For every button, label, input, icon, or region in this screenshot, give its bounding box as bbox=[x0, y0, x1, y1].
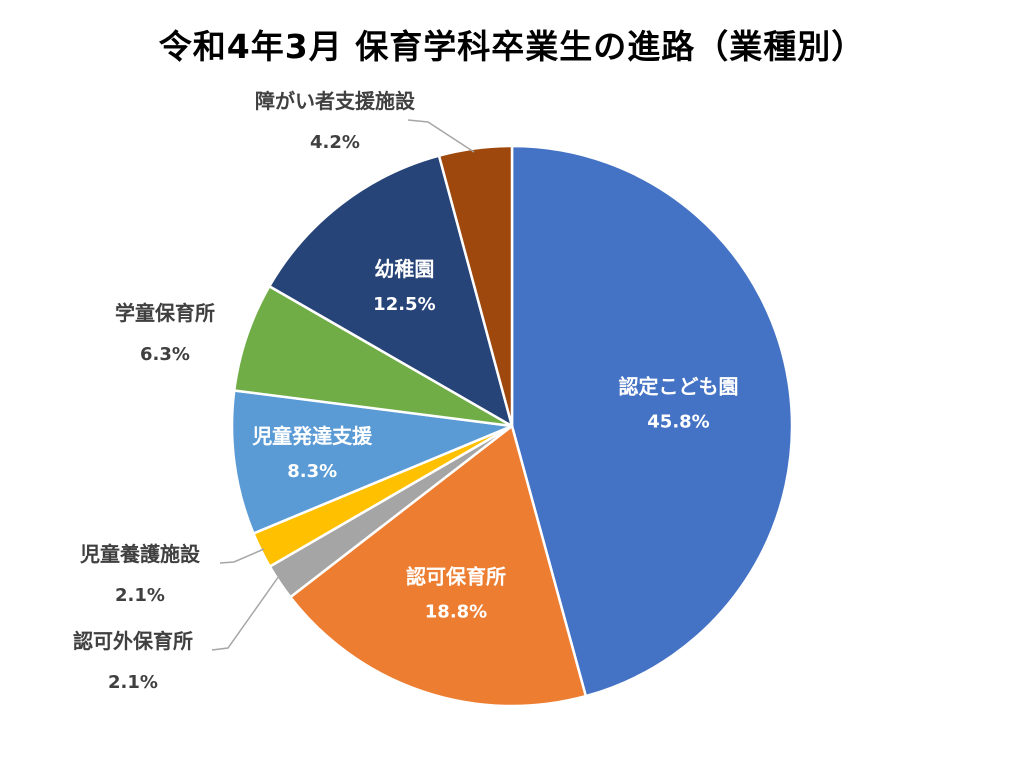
slice-2-value: 18.8% bbox=[425, 601, 487, 622]
slice-6-label: 学童保育所 bbox=[115, 301, 215, 325]
slice-5-label: 児童発達支援 bbox=[251, 424, 373, 448]
slice-8-label: 障がい者支援施設 bbox=[255, 89, 416, 113]
slice-3-leader-line bbox=[211, 575, 280, 651]
slice-3-label: 認可外保育所 bbox=[73, 629, 193, 653]
leader-lines-layer bbox=[211, 119, 475, 651]
slice-8-value: 4.2% bbox=[310, 132, 360, 153]
slice-1-value: 45.8% bbox=[647, 412, 709, 433]
slice-2-label: 認可保育所 bbox=[406, 564, 506, 588]
slice-5-value: 8.3% bbox=[287, 461, 337, 482]
slice-5-wedge bbox=[230, 389, 514, 535]
slice-3-value: 2.1% bbox=[108, 672, 158, 693]
slice-8-wedge bbox=[437, 144, 514, 428]
slices-layer bbox=[230, 144, 794, 708]
slice-7-wedge bbox=[268, 154, 514, 428]
slice-7-label: 幼稚園 bbox=[374, 257, 434, 281]
chart-title: 令和4年3月 保育学科卒業生の進路（業種別） bbox=[158, 27, 866, 66]
slice-7-value: 12.5% bbox=[373, 294, 435, 315]
slice-2-wedge bbox=[289, 424, 588, 708]
slice-4-label: 児童養護施設 bbox=[79, 542, 201, 566]
slice-1-wedge bbox=[510, 144, 794, 698]
slice-6-value: 6.3% bbox=[140, 344, 190, 365]
slice-1-label: 認定こども園 bbox=[619, 375, 739, 399]
slice-4-leader-line bbox=[219, 548, 265, 564]
slice-4-value: 2.1% bbox=[115, 585, 165, 606]
labels-layer: 認定こども園 45.8% 認可保育所 18.8% 認可外保育所 2.1% 児童養護施設 2.1… bbox=[73, 89, 739, 693]
slice-8-leader-line bbox=[407, 119, 475, 153]
